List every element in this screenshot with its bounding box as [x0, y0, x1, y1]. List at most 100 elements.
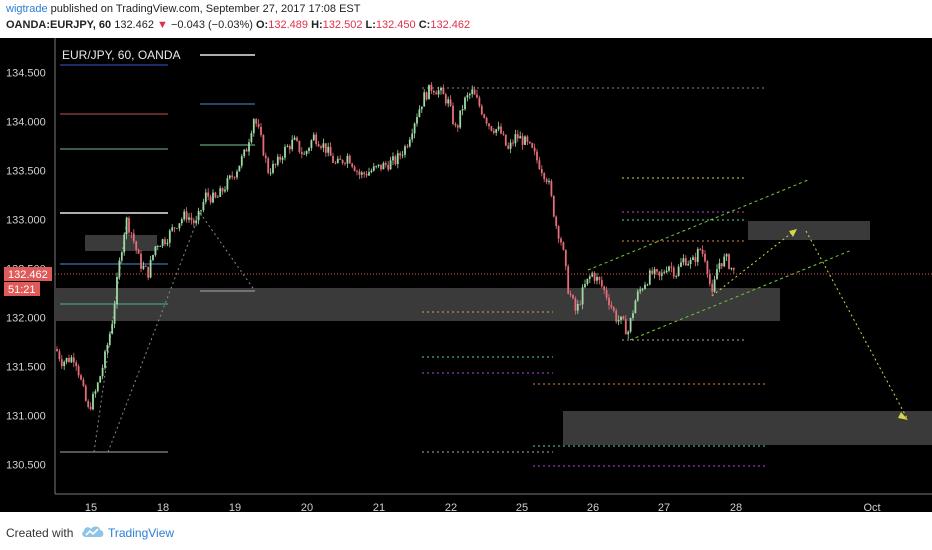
candle-body [488, 123, 490, 127]
candle-body [260, 126, 262, 136]
candle-body [392, 156, 394, 161]
candle-body [238, 165, 241, 172]
candle-body [572, 295, 574, 299]
candle-body [478, 97, 481, 106]
candle-body [140, 253, 142, 269]
author-link[interactable]: wigtrade [6, 3, 48, 15]
price-chart[interactable]: 134.500134.000133.500133.000132.500132.0… [0, 38, 932, 514]
candle-body [178, 223, 181, 229]
candle-body [701, 249, 704, 254]
candle-body [730, 267, 733, 269]
candlestick-series[interactable] [56, 82, 735, 411]
candle-body [723, 256, 726, 267]
candle-body [351, 163, 354, 167]
candle-body [75, 362, 78, 367]
candle-body [137, 249, 140, 254]
dotted-levels[interactable] [93, 87, 766, 467]
candle-body [608, 297, 610, 305]
demand-zone[interactable] [55, 288, 780, 321]
candle-body [579, 304, 582, 305]
candle-body [346, 155, 349, 164]
candle-body [694, 257, 697, 262]
candle-body [332, 155, 334, 163]
candle-body [497, 126, 500, 130]
candle-body [502, 133, 505, 135]
candle-body [610, 305, 613, 308]
candle-body [224, 189, 226, 192]
candle-body [692, 257, 694, 260]
candle-body [168, 230, 171, 243]
candle-body [452, 105, 454, 124]
tradingview-link[interactable]: TradingView [108, 526, 175, 540]
target-zone[interactable] [563, 411, 932, 445]
created-with-label: Created with [6, 526, 74, 540]
change-value: −0.043 (−0.03%) [170, 19, 253, 31]
candle-body [252, 119, 255, 134]
supply-zone-left[interactable] [85, 235, 157, 251]
candle-body [423, 92, 426, 107]
candle-body [77, 366, 80, 376]
symbol-label[interactable]: OANDA:EURJPY, 60 [6, 19, 112, 31]
candle-body [550, 181, 553, 196]
candle-body [164, 239, 166, 245]
candle-body [144, 265, 147, 267]
candle-body [228, 175, 231, 179]
candle-body [94, 391, 97, 394]
candle-body [96, 382, 99, 392]
candle-body [648, 270, 651, 285]
y-tick-label: 134.500 [6, 67, 46, 79]
candle-body [108, 333, 111, 345]
candle-body [176, 228, 178, 229]
candle-body [192, 220, 195, 224]
candle-body [231, 175, 234, 177]
candle-body [663, 272, 666, 274]
projection-path[interactable] [711, 230, 908, 419]
trend-channel[interactable] [587, 179, 853, 341]
candle-body [353, 166, 356, 171]
candle-body [264, 155, 267, 159]
candle-body [420, 106, 423, 110]
candle-body [483, 114, 486, 118]
candle-body [329, 146, 332, 156]
candle-body [425, 92, 428, 100]
candle-body [687, 264, 690, 266]
open-label: O: [256, 19, 269, 31]
candle-body [336, 158, 339, 163]
candle-body [380, 164, 382, 170]
candle-body [185, 211, 188, 220]
candle-body [226, 178, 229, 190]
candle-body [656, 269, 658, 272]
candle-body [63, 361, 66, 367]
candle-body [536, 151, 538, 161]
chart-legend: EUR/JPY, 60, OANDA [62, 48, 181, 62]
candle-body [368, 172, 370, 176]
candle-body [236, 171, 238, 178]
candle-body [459, 110, 462, 128]
fib-levels-left[interactable] [60, 54, 255, 453]
candle-body [382, 163, 385, 170]
candle-body [334, 162, 337, 164]
candle-body [411, 133, 414, 140]
candle-body [262, 135, 265, 156]
candle-body [288, 146, 291, 150]
chart-area[interactable]: 134.500134.000133.500133.000132.500132.0… [0, 38, 932, 514]
change-down-icon: ▼ [157, 19, 168, 31]
candle-body [276, 156, 279, 165]
tradingview-cloud-icon[interactable] [81, 524, 105, 538]
candle-body [603, 286, 606, 291]
candle-body [684, 258, 687, 266]
candle-body [65, 358, 68, 362]
candle-body [624, 319, 627, 335]
candle-body [180, 219, 183, 224]
supply-zone-right[interactable] [748, 221, 870, 240]
candle-body [593, 272, 596, 281]
candle-body [92, 393, 94, 410]
candle-body [706, 261, 709, 274]
candle-body [464, 97, 466, 110]
candle-body [142, 265, 145, 269]
high-label: H: [311, 19, 323, 31]
candle-body [120, 252, 123, 261]
candle-body [82, 379, 85, 386]
candle-body [293, 137, 296, 140]
candle-body [699, 249, 702, 250]
